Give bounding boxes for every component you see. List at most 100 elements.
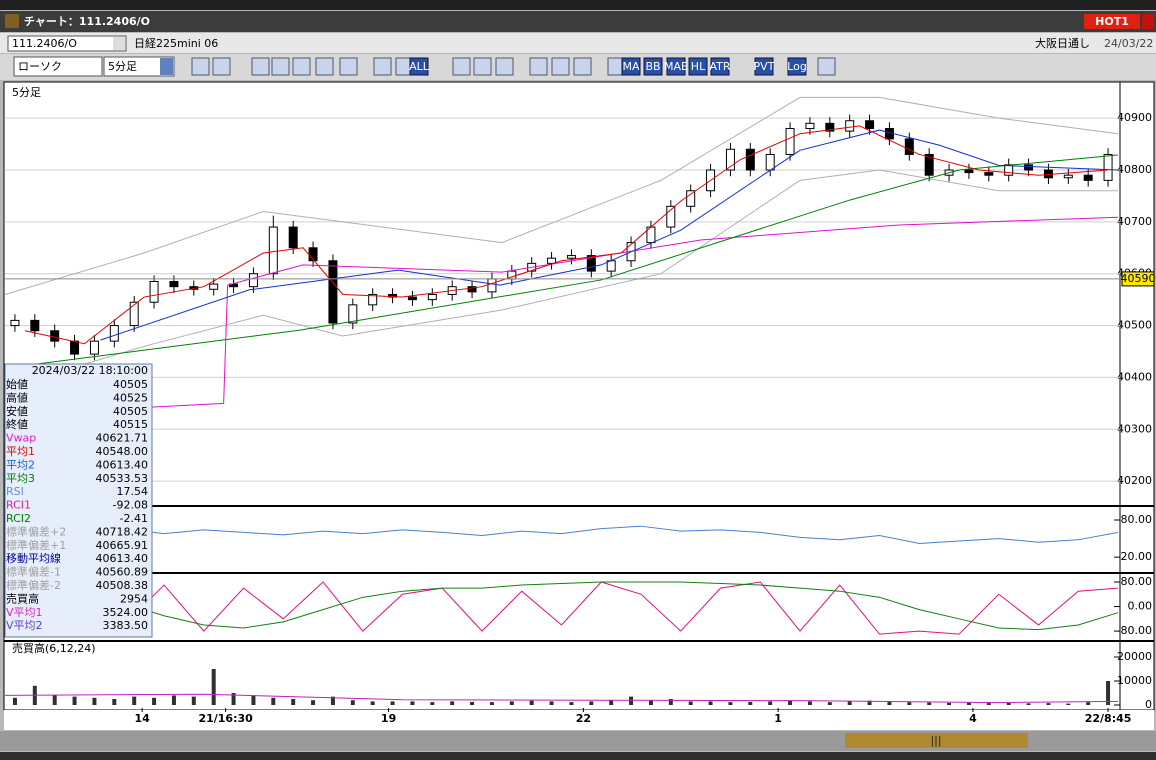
info-label: 標準偏差+2 bbox=[6, 524, 66, 538]
info-value: 40718.42 bbox=[96, 525, 149, 538]
volume-bar bbox=[907, 702, 912, 705]
candle-body bbox=[666, 205, 676, 228]
toolbar-icon[interactable] bbox=[710, 57, 730, 76]
toolbar-icon[interactable] bbox=[315, 57, 334, 76]
info-value: 17.54 bbox=[117, 485, 149, 498]
toolbar-icon[interactable] bbox=[754, 57, 774, 76]
info-value: 40613.40 bbox=[96, 458, 149, 471]
info-label: Vwap bbox=[6, 432, 36, 445]
toolbar-icon[interactable] bbox=[373, 57, 392, 76]
toolbar-icon-label[interactable]: PVT bbox=[754, 60, 775, 73]
volume-bar bbox=[191, 696, 196, 705]
y-tick-label: 40400 bbox=[1117, 370, 1152, 383]
candle-body bbox=[70, 340, 80, 355]
volume-bar bbox=[350, 700, 355, 705]
toolbar-icon[interactable] bbox=[251, 57, 270, 76]
chart-style[interactable]: ローソク bbox=[18, 60, 62, 73]
info-value: 40560.89 bbox=[96, 566, 149, 579]
session: 大阪日通し bbox=[1035, 36, 1090, 50]
candle-body bbox=[328, 260, 338, 324]
window-title: チャート：111.2406/O bbox=[24, 15, 150, 28]
toolbar-icon-label[interactable]: BB bbox=[645, 60, 660, 73]
top-strip bbox=[0, 0, 1156, 10]
x-tick-label: 1 bbox=[774, 712, 782, 725]
toolbar-icon[interactable] bbox=[666, 57, 686, 76]
volume-bar bbox=[390, 701, 395, 705]
close-button[interactable] bbox=[1142, 14, 1154, 29]
line bbox=[4, 154, 1119, 369]
toolbar-icon[interactable] bbox=[452, 57, 471, 76]
y-tick-label: 80.00 bbox=[1121, 513, 1153, 526]
symbol[interactable]: 111.2406/O bbox=[12, 37, 77, 50]
toolbar-icon-label[interactable]: MAE bbox=[664, 60, 688, 73]
toolbar-icon[interactable] bbox=[787, 57, 807, 76]
toolbar-icon[interactable] bbox=[573, 57, 592, 76]
candle-body bbox=[845, 120, 855, 132]
info-timestamp: 2024/03/22 18:10:00 bbox=[32, 364, 148, 377]
toolbar-icon-label[interactable]: MA bbox=[622, 60, 639, 73]
volume-bar bbox=[112, 699, 117, 705]
volume-bar bbox=[489, 702, 494, 705]
line bbox=[4, 524, 1119, 545]
toolbar-icon[interactable] bbox=[473, 57, 492, 76]
symbol-input[interactable] bbox=[7, 35, 127, 52]
hot-label[interactable]: HOT1 bbox=[1095, 15, 1129, 28]
toolbar-icon[interactable] bbox=[621, 57, 641, 76]
candle-body bbox=[288, 226, 298, 249]
toolbar-icon[interactable] bbox=[292, 57, 311, 76]
info-label: V平均2 bbox=[6, 619, 43, 632]
volume-bar bbox=[92, 697, 97, 705]
toolbar-icon[interactable] bbox=[339, 57, 358, 76]
volume-bar bbox=[450, 701, 455, 705]
toolbar-icon[interactable] bbox=[495, 57, 514, 76]
candle-body bbox=[268, 226, 278, 275]
candle-body bbox=[904, 138, 914, 155]
toolbar-icon-label[interactable]: HL bbox=[691, 60, 706, 73]
volume-bar bbox=[569, 702, 574, 705]
volume-bar bbox=[549, 701, 554, 705]
toolbar-icon-label[interactable]: ATR bbox=[709, 60, 730, 73]
style-select[interactable] bbox=[13, 56, 103, 77]
toolbar-icon[interactable] bbox=[212, 57, 231, 76]
info-bar bbox=[0, 33, 1156, 53]
symbol-dropdown[interactable] bbox=[113, 37, 125, 50]
toolbar-icon[interactable] bbox=[271, 57, 290, 76]
toolbar-icon[interactable] bbox=[529, 57, 548, 76]
info-value: 40621.71 bbox=[96, 432, 149, 445]
scroll-thumb[interactable] bbox=[845, 733, 1028, 748]
scroll-grip: ||| bbox=[930, 734, 941, 747]
candle-body bbox=[368, 293, 378, 306]
interval-select[interactable] bbox=[103, 56, 175, 77]
hot-button[interactable] bbox=[1084, 14, 1140, 29]
info-value: 2954 bbox=[120, 592, 148, 605]
info-label: RCI1 bbox=[6, 499, 31, 512]
toolbar-icon[interactable] bbox=[409, 57, 429, 76]
volume-bar bbox=[509, 701, 514, 705]
candle-body bbox=[785, 128, 795, 155]
volume-bar bbox=[12, 697, 17, 705]
toolbar-icon-label[interactable]: Log bbox=[787, 60, 807, 73]
toolbar-icon[interactable] bbox=[551, 57, 570, 76]
toolbar-icon[interactable] bbox=[688, 57, 708, 76]
interval[interactable]: 5分足 bbox=[108, 60, 137, 73]
toolbar-icon[interactable] bbox=[817, 57, 836, 76]
date: 24/03/22 bbox=[1104, 37, 1153, 50]
interval-dropdown[interactable] bbox=[160, 58, 173, 75]
y-tick-label: 40200 bbox=[1117, 474, 1152, 487]
candle-body bbox=[169, 280, 179, 288]
toolbar-icon-label[interactable]: ALL bbox=[409, 60, 430, 73]
y-tick-label: -80.00 bbox=[1117, 624, 1152, 637]
volume-bar bbox=[132, 696, 137, 705]
x-tick-label: 21/16:30 bbox=[198, 712, 253, 725]
toolbar-icon[interactable] bbox=[643, 57, 663, 76]
volume-bar bbox=[966, 702, 971, 705]
volume-bar bbox=[311, 700, 316, 705]
y-tick-label: 40900 bbox=[1117, 111, 1152, 124]
candle-body bbox=[129, 301, 139, 327]
info-label: 標準偏差-1 bbox=[6, 565, 61, 579]
toolbar-icon[interactable] bbox=[191, 57, 210, 76]
price-marker-label: 40590 bbox=[1121, 272, 1156, 285]
info-value: 40515 bbox=[113, 418, 148, 431]
info-value: 40548.00 bbox=[96, 445, 149, 458]
